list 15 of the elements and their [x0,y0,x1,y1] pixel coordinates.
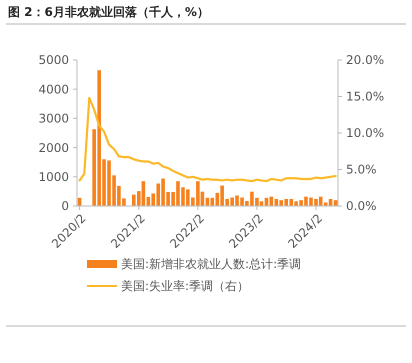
line-series [78,96,337,182]
y-tick-label: 3000 [38,112,69,126]
chart-title: 图 2：6月非农就业回落（千人，%） [8,5,209,19]
y-tick-label: 2000 [38,140,69,155]
y-tick-label: 1000 [38,170,69,184]
y-tick-label: 5000 [38,53,69,68]
legend-label: 美国:新增非农就业人数:总计:季调 [121,257,302,272]
y2-tick-label: 10.0% [346,126,384,140]
legend-label: 美国:失业率:季调（右） [121,279,250,294]
y2-tick-label: 0.0% [346,199,376,214]
y2-tick-label: 20.0% [346,53,384,68]
y2-tick-label: 5.0% [346,162,376,177]
y-tick-label: 4000 [38,82,69,96]
y-tick-label: 0 [61,199,69,214]
y2-tick-label: 15.0% [346,90,384,104]
